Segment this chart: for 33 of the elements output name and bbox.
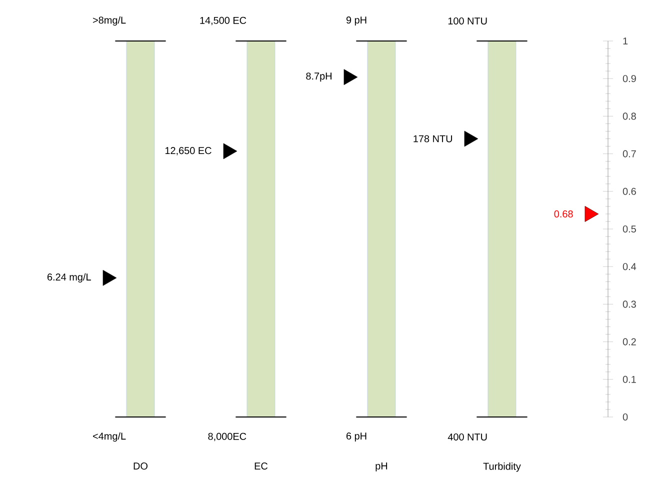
annotation: 400 NTU bbox=[448, 433, 487, 441]
y-tick-label: 0.4 bbox=[622, 263, 636, 270]
point bbox=[223, 143, 238, 160]
y-tick-label: 0 bbox=[622, 413, 628, 421]
annotation: 12,650 EC bbox=[165, 147, 212, 156]
point bbox=[344, 69, 358, 86]
x-tick-label: EC bbox=[254, 462, 268, 470]
y-tick-label: 0.1 bbox=[622, 376, 636, 383]
annotation: 8.7pH bbox=[306, 72, 332, 82]
annotation: 9 pH bbox=[346, 16, 366, 26]
x-tick-label: DO bbox=[134, 462, 148, 470]
annotation: <4mg/L bbox=[93, 432, 126, 442]
annotation: 6 pH bbox=[346, 432, 366, 442]
y-tick-label: 0.5 bbox=[622, 225, 636, 233]
annotation: 6.24 mg/L bbox=[47, 273, 91, 283]
y-tick-label: 0.3 bbox=[622, 300, 636, 308]
annotation: 178 NTU bbox=[414, 135, 452, 142]
point bbox=[464, 130, 478, 147]
annotation: 100 NTU bbox=[448, 17, 487, 25]
point bbox=[102, 270, 117, 286]
y-tick-label: 0.6 bbox=[622, 188, 636, 195]
x-tick-label: pH bbox=[376, 462, 388, 472]
y-tick-label: 1 bbox=[623, 38, 628, 44]
annotation: >8mg/L bbox=[93, 16, 126, 26]
y-tick-label: 0.7 bbox=[622, 150, 636, 158]
point bbox=[584, 206, 599, 222]
y-tick-label: 0.2 bbox=[622, 338, 636, 346]
annotation: 8,000EC bbox=[208, 432, 246, 442]
annotation: 0.68 bbox=[554, 210, 573, 218]
y-tick-label: 0.9 bbox=[622, 75, 636, 82]
x-tick-label: Turbidity bbox=[483, 462, 521, 472]
y-tick-label: 0.8 bbox=[622, 112, 636, 120]
annotation: 14,500 EC bbox=[200, 16, 246, 26]
